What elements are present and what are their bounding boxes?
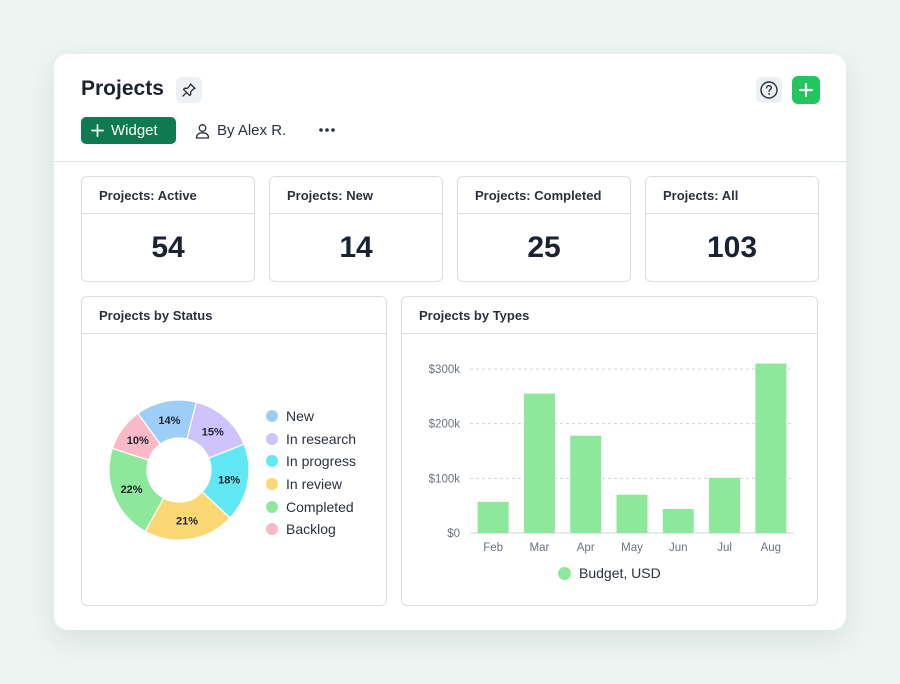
legend-label: New [286, 408, 315, 425]
y-tick-label: $100k [429, 473, 461, 485]
donut-slice-in-review[interactable] [144, 491, 231, 541]
status-donut-chart: 14% 15% 18% 21% 22% 10% [108, 399, 250, 541]
add-widget-button[interactable]: Widget [81, 117, 176, 144]
x-tick-label: May [621, 542, 643, 554]
legend-swatch [266, 455, 278, 468]
stat-value: 54 [151, 230, 185, 264]
legend-label: Budget, USD [579, 565, 661, 581]
stat-label: Projects: Completed [458, 177, 630, 214]
stat-value: 14 [339, 230, 373, 264]
donut-slice-label: 22% [121, 484, 143, 496]
plus-icon [798, 82, 814, 98]
x-tick-label: Mar [530, 542, 550, 554]
legend-item-in-research[interactable]: In research [266, 428, 356, 451]
legend-swatch [558, 566, 571, 580]
legend-label: In review [286, 476, 343, 493]
donut-slice-label: 18% [218, 475, 240, 487]
owner-label: By Alex R. [217, 122, 287, 139]
stat-label: Projects: Active [82, 177, 254, 214]
stat-label: Projects: New [270, 177, 442, 214]
donut-slice-label: 21% [176, 515, 198, 527]
stat-card-active[interactable]: Projects: Active 54 [81, 176, 255, 282]
types-bar-chart: $0 $100k $200k $300k Feb Mar Apr May Jun Jul Aug [429, 363, 794, 554]
legend-label: In progress [286, 453, 357, 470]
stat-label: Projects: All [646, 177, 818, 214]
legend-label: Completed [286, 498, 354, 515]
panel-title: Projects by Status [82, 297, 386, 334]
bar-feb[interactable] [477, 501, 509, 533]
pin-button[interactable] [176, 77, 202, 103]
legend-item-new[interactable]: New [266, 405, 356, 428]
owner-filter[interactable]: By Alex R. [195, 117, 286, 144]
legend-item-backlog[interactable]: Backlog [266, 518, 356, 541]
y-tick-label: $200k [429, 419, 461, 431]
widget-button-label: Widget [111, 122, 158, 139]
legend-label: Backlog [286, 521, 336, 538]
pin-icon [182, 83, 196, 97]
stat-card-completed[interactable]: Projects: Completed 25 [457, 176, 631, 282]
bar-jul[interactable] [709, 477, 741, 533]
stat-value: 103 [706, 230, 758, 264]
x-tick-label: Aug [761, 542, 781, 554]
stat-card-new[interactable]: Projects: New 14 [269, 176, 443, 282]
stat-card-all[interactable]: Projects: All 103 [645, 176, 819, 282]
more-options-button[interactable] [316, 120, 338, 140]
more-dots-icon [319, 128, 335, 132]
page-title: Projects [81, 77, 164, 100]
question-icon [760, 81, 778, 99]
projects-dashboard-card: Projects Widget By Alex R. [54, 54, 846, 630]
panel-title: Projects by Types [402, 297, 817, 334]
bar-aug[interactable] [755, 363, 787, 533]
donut-slice-label: 14% [158, 415, 180, 427]
legend-label: In research [286, 430, 357, 447]
x-tick-label: Feb [483, 542, 503, 554]
donut-slice-label: 10% [127, 435, 149, 447]
legend-swatch [266, 432, 278, 445]
projects-by-status-panel: Projects by Status 14% 15% 18% 21% 22% 10% Ne… [81, 296, 387, 606]
add-button[interactable] [792, 76, 820, 104]
bar-jun[interactable] [662, 508, 694, 533]
plus-icon [91, 124, 104, 137]
x-tick-label: Apr [577, 542, 595, 554]
donut-slice-label: 15% [202, 427, 224, 439]
projects-by-types-panel: Projects by Types $0 $100k $200k $300k Feb Ma… [401, 296, 818, 606]
bar-may[interactable] [616, 494, 648, 533]
legend-swatch [266, 410, 278, 423]
donut-slice-backlog[interactable] [111, 412, 162, 461]
header-divider [54, 161, 846, 162]
legend-swatch [266, 523, 278, 536]
status-legend: New In research In progress In review Comple… [266, 405, 356, 541]
legend-swatch [266, 500, 278, 513]
legend-item-in-review[interactable]: In review [266, 473, 356, 496]
legend-item-completed[interactable]: Completed [266, 495, 356, 518]
bar-legend: Budget, USD [558, 565, 661, 581]
y-tick-label: $300k [429, 364, 461, 376]
x-tick-label: Jun [669, 542, 688, 554]
bar-apr[interactable] [570, 435, 602, 533]
stat-value: 25 [527, 230, 561, 264]
legend-swatch [266, 478, 278, 491]
y-tick-label: $0 [447, 528, 460, 540]
help-button[interactable] [756, 77, 782, 103]
x-tick-label: Jul [717, 542, 732, 554]
bar-mar[interactable] [523, 393, 555, 533]
legend-item-in-progress[interactable]: In progress [266, 450, 356, 473]
user-icon [195, 123, 210, 139]
